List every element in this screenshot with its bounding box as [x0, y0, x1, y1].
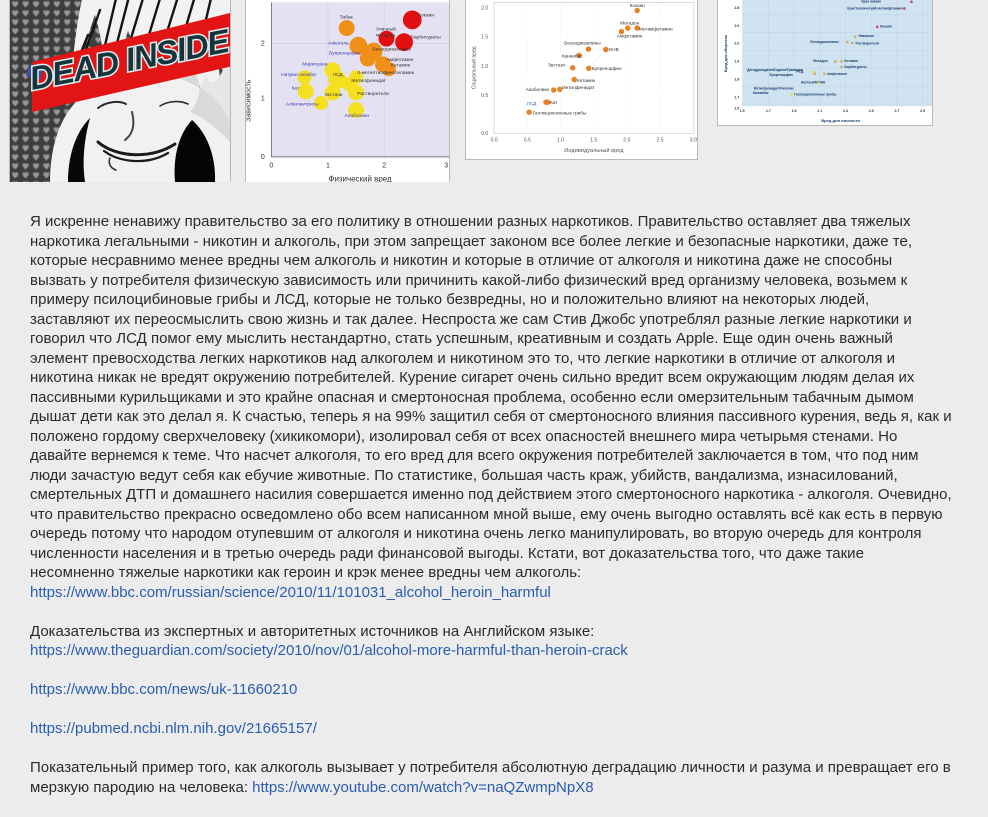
svg-text:Бупренорфин: Бупренорфин — [769, 73, 792, 77]
svg-text:0.5: 0.5 — [524, 137, 531, 143]
svg-text:1: 1 — [261, 96, 265, 103]
svg-text:2.5: 2.5 — [656, 137, 663, 143]
svg-text:Галлюциногенные грибы: Галлюциногенные грибы — [533, 111, 587, 116]
svg-text:1.5: 1.5 — [740, 109, 745, 113]
svg-text:2.9: 2.9 — [920, 109, 925, 113]
svg-text:2.9: 2.9 — [734, 24, 739, 28]
svg-text:1.7: 1.7 — [766, 109, 771, 113]
svg-text:Кетамин: Кетамин — [844, 59, 858, 63]
svg-text:Метадон: Метадон — [620, 21, 639, 26]
svg-text:Бупренорфин: Бупренорфин — [329, 50, 361, 56]
svg-text:Алкилнитриты: Алкилнитриты — [286, 101, 319, 107]
svg-text:Алкоголь: Алкоголь — [328, 41, 349, 47]
svg-text:Экстази/MDMA: Экстази/MDMA — [801, 81, 826, 85]
svg-text:Крэк кокаин: Крэк кокаин — [861, 0, 881, 4]
svg-text:метадон: метадон — [376, 33, 395, 38]
svg-text:0: 0 — [269, 162, 273, 169]
svg-text:Вред для общества: Вред для общества — [724, 34, 728, 72]
svg-text:Кетамин: Кетамин — [577, 78, 596, 83]
svg-text:Метилфенидат/Риталин: Метилфенидат/Риталин — [754, 86, 794, 90]
svg-text:0: 0 — [261, 154, 265, 161]
svg-text:1.9: 1.9 — [734, 60, 739, 64]
svg-text:ЛСД: ЛСД — [527, 101, 537, 106]
svg-text:Физический вред: Физический вред — [328, 174, 392, 182]
svg-text:2.1: 2.1 — [817, 109, 822, 113]
svg-text:Кат: Кат — [292, 85, 300, 91]
svg-text:Зависимость: Зависимость — [246, 79, 253, 122]
svg-text:3.0: 3.0 — [690, 137, 697, 143]
svg-text:1.5: 1.5 — [734, 107, 739, 111]
svg-text:GHB: GHB — [609, 47, 619, 52]
svg-text:1.7: 1.7 — [734, 95, 739, 99]
svg-text:Растворители: Растворители — [856, 41, 879, 45]
svg-text:1: 1 — [326, 162, 330, 169]
svg-text:2: 2 — [382, 162, 386, 169]
svg-text:Бупренорфин: Бупренорфин — [592, 66, 622, 71]
svg-text:4-метилтиофенэтиламин: 4-метилтиофенэтиламин — [357, 70, 414, 76]
svg-text:Бензодиазепины: Бензодиазепины — [810, 40, 839, 44]
svg-text:Экстази: Экстази — [548, 63, 566, 68]
svg-text:Кокаин: Кокаин — [880, 25, 892, 29]
svg-text:Натрия оксибат: Натрия оксибат — [281, 72, 317, 78]
svg-text:Барбитураты: Барбитураты — [844, 65, 867, 69]
svg-text:2.0: 2.0 — [623, 137, 630, 143]
svg-text:Социальный вред: Социальный вред — [470, 46, 477, 89]
svg-text:1.5: 1.5 — [590, 137, 597, 143]
svg-text:1.8: 1.8 — [734, 78, 739, 82]
svg-text:Наверган: Наверган — [858, 34, 873, 38]
svg-text:Кристаллический метамфетамин: Кристаллический метамфетамин — [847, 6, 902, 10]
svg-text:Кат: Кат — [550, 100, 558, 105]
svg-text:Амфетамин: Амфетамин — [827, 72, 847, 76]
svg-text:Бензодиазепины: Бензодиазепины — [564, 40, 601, 45]
svg-text:Анаболики: Анаболики — [526, 87, 550, 92]
svg-text:Дегидрокодеин/Кодеин/Трамадол: Дегидрокодеин/Кодеин/Трамадол — [747, 68, 803, 72]
svg-text:2: 2 — [261, 41, 265, 48]
svg-text:Индивидуальный вред: Индивидуальный вред — [564, 147, 624, 154]
svg-text:Кокаин: Кокаин — [630, 3, 646, 8]
svg-text:Метилфенидат: Метилфенидат — [351, 78, 386, 84]
svg-text:Каннабис: Каннабис — [562, 53, 583, 58]
svg-text:Вред для личности: Вред для личности — [821, 118, 860, 123]
svg-text:1.0: 1.0 — [481, 64, 488, 70]
svg-text:1.9: 1.9 — [792, 109, 797, 113]
svg-text:Амфетамин: Амфетамин — [386, 57, 413, 63]
svg-text:0.0: 0.0 — [481, 131, 488, 137]
svg-text:3: 3 — [444, 162, 448, 169]
svg-text:2.0: 2.0 — [734, 42, 739, 46]
svg-text:1.0: 1.0 — [557, 137, 564, 143]
svg-text:0.5: 0.5 — [481, 93, 488, 99]
svg-text:Табак: Табак — [340, 15, 354, 21]
svg-text:Метадон: Метадон — [813, 59, 827, 63]
svg-text:Кетамин: Кетамин — [391, 63, 410, 69]
svg-text:Метилфенидат: Метилфенидат — [562, 85, 596, 90]
svg-text:2.0: 2.0 — [481, 5, 488, 11]
svg-text:0.0: 0.0 — [490, 137, 497, 143]
svg-text:2.5: 2.5 — [869, 109, 874, 113]
svg-text:Экстази: Экстази — [324, 92, 342, 98]
svg-text:Растворители: Растворители — [357, 91, 389, 97]
svg-text:2.3: 2.3 — [843, 109, 848, 113]
svg-text:Каннабис: Каннабис — [753, 91, 769, 95]
svg-text:Метамфетамин: Метамфетамин — [639, 26, 673, 31]
svg-text:Анаболики: Анаболики — [344, 113, 369, 119]
svg-text:Кокаин: Кокаин — [418, 12, 434, 18]
svg-text:2.8: 2.8 — [734, 6, 739, 10]
svg-text:2.7: 2.7 — [894, 109, 899, 113]
svg-text:Галлюциногенные грибы: Галлюциногенные грибы — [794, 93, 836, 97]
svg-text:Барбитураты: Барбитураты — [411, 35, 442, 41]
svg-text:ЛСД: ЛСД — [796, 70, 804, 74]
svg-text:ЛСД: ЛСД — [333, 72, 344, 78]
svg-text:Амфетамин: Амфетамин — [617, 33, 643, 38]
svg-text:1.5: 1.5 — [481, 35, 488, 41]
svg-text:Бензодиазепины: Бензодиазепины — [372, 46, 411, 52]
svg-text:Марихуана: Марихуана — [302, 62, 328, 68]
